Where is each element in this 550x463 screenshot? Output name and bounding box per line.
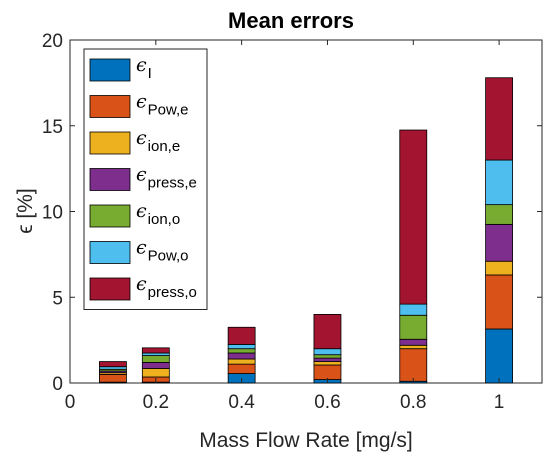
bar-segment-3-x6 bbox=[485, 260, 513, 276]
bar-segment-4-x3 bbox=[227, 352, 256, 360]
bar-segment-5-x3 bbox=[227, 348, 256, 354]
legend-swatch-6 bbox=[89, 241, 131, 264]
bar-segment-7-x3 bbox=[227, 326, 256, 345]
bar-segment-6-x6 bbox=[485, 159, 513, 206]
bar-segment-1-x6 bbox=[485, 328, 513, 384]
bar-segment-4-x5 bbox=[399, 338, 428, 346]
y-tick-label: 0 bbox=[52, 374, 63, 395]
y-tick-label: 5 bbox=[52, 288, 63, 309]
y-tick-label: 20 bbox=[42, 31, 63, 52]
bar-segment-2-x6 bbox=[485, 274, 513, 330]
x-tick-label: 0.8 bbox=[400, 392, 426, 413]
x-tick-label: 0 bbox=[65, 392, 76, 413]
x-tick-label: 1 bbox=[494, 392, 505, 413]
bar-segment-7-x6 bbox=[485, 77, 513, 161]
y-axis-label: ϵ [%] bbox=[14, 188, 37, 233]
bar-segment-6-x5 bbox=[399, 303, 428, 316]
chart-title: Mean errors bbox=[228, 8, 354, 33]
bar-segment-4-x2 bbox=[141, 362, 170, 369]
bar-segment-6-x4 bbox=[313, 348, 342, 356]
x-tick-label: 0.4 bbox=[228, 392, 255, 413]
bar-segment-4-x4 bbox=[313, 357, 342, 362]
x-axis-label: Mass Flow Rate [mg/s] bbox=[199, 429, 413, 452]
bar-segment-2-x4 bbox=[313, 364, 342, 380]
bar-segment-7-x5 bbox=[399, 129, 428, 305]
bar-segment-2-x3 bbox=[227, 363, 256, 374]
y-tick-label: 10 bbox=[42, 203, 63, 224]
bars-group bbox=[99, 77, 513, 384]
bar-segment-5-x5 bbox=[399, 314, 428, 340]
bar-segment-4-x6 bbox=[485, 223, 513, 262]
bar-segment-3-x2 bbox=[141, 368, 170, 378]
legend-swatch-4 bbox=[89, 168, 131, 191]
legend: ϵIϵPow,eϵion,eϵpress,eϵion,oϵPow,oϵpress… bbox=[83, 48, 208, 310]
bar-segment-5-x4 bbox=[313, 354, 342, 359]
bar-segment-3-x3 bbox=[227, 358, 256, 365]
x-tick-label: 0.2 bbox=[143, 392, 169, 413]
bar-segment-3-x5 bbox=[399, 344, 428, 350]
bar-segment-2-x5 bbox=[399, 348, 428, 382]
y-tick-label: 15 bbox=[42, 117, 63, 138]
bar-segment-7-x4 bbox=[313, 313, 342, 350]
legend-swatch-7 bbox=[89, 277, 131, 301]
legend-swatch-1 bbox=[89, 58, 131, 82]
x-tick-label: 0.6 bbox=[314, 392, 340, 413]
legend-swatch-3 bbox=[89, 131, 131, 155]
legend-swatch-5 bbox=[89, 204, 131, 228]
bar-segment-6-x3 bbox=[227, 344, 256, 350]
bar-segment-5-x6 bbox=[485, 204, 513, 225]
bar-segment-5-x2 bbox=[141, 355, 170, 363]
legend-swatch-2 bbox=[89, 95, 131, 118]
bar-segment-7-x1 bbox=[99, 361, 127, 368]
bar-segment-3-x4 bbox=[313, 361, 342, 366]
bar-segment-7-x2 bbox=[141, 347, 170, 354]
bar-segment-2-x1 bbox=[99, 374, 127, 383]
